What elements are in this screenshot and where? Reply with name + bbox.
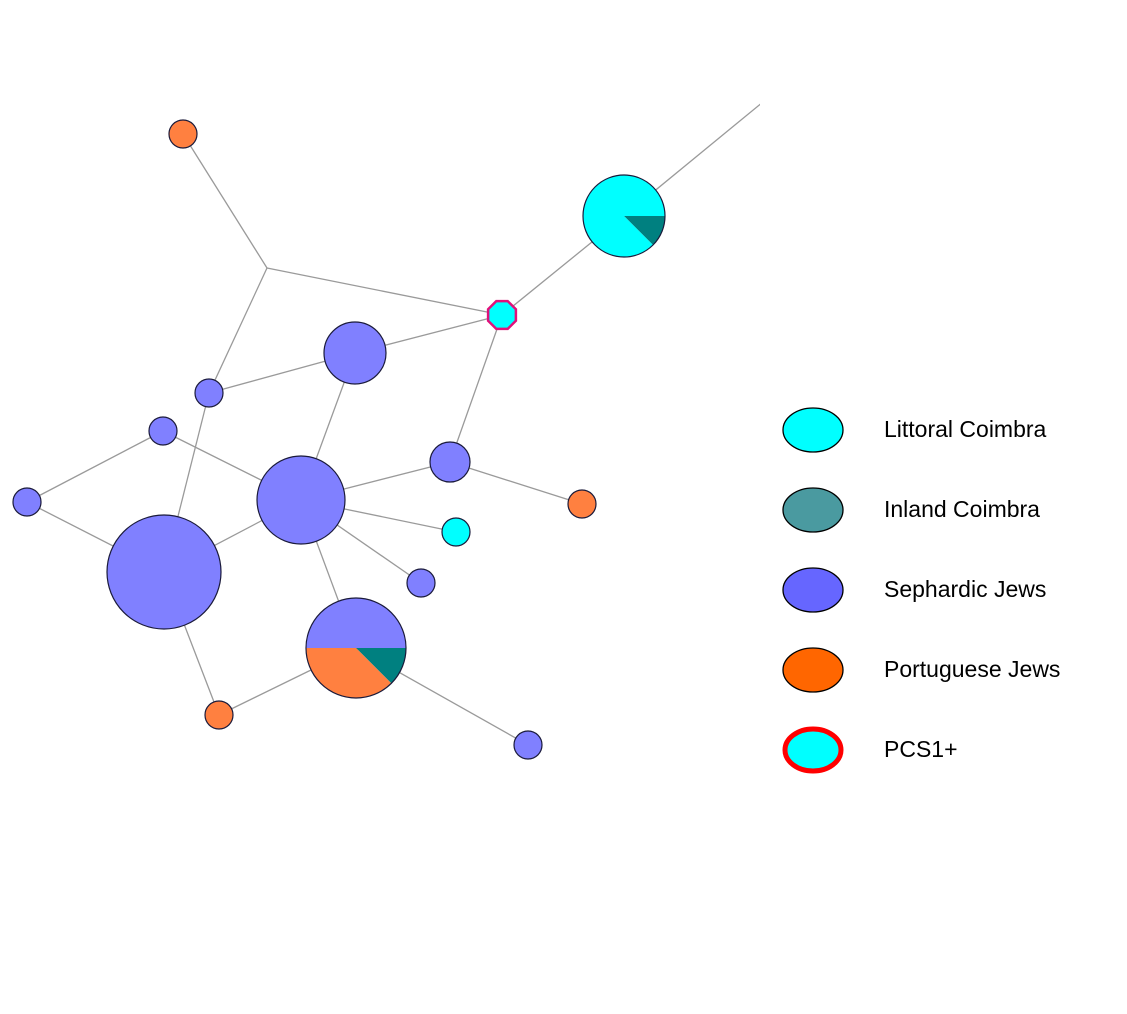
node-circle-sephardic: [513, 730, 543, 760]
legend-label: Sephardic Jews: [884, 576, 1047, 602]
node-circle-sephardic: [256, 455, 346, 545]
legend-item-pcs1: PCS1+: [778, 720, 1127, 780]
pie-slice-sephardic: [306, 598, 406, 648]
pie-slice-portuguese: [306, 648, 392, 698]
haplotype-node-mixed: [305, 597, 407, 699]
haplotype-node-orange-right: [567, 489, 597, 519]
node-circle-littoral: [441, 517, 471, 547]
haplotype-node-blue-bottom: [513, 730, 543, 760]
legend-item-sephardic-jews: Sephardic Jews: [778, 560, 1127, 620]
legend-swatch-sephardic: [782, 567, 844, 613]
haplotype-node-blue-upper: [323, 321, 387, 385]
pcs1-node-shape: [486, 299, 518, 331]
legend-item-littoral-coimbra: Littoral Coimbra: [778, 400, 1127, 460]
legend-swatch-littoral: [782, 407, 844, 453]
haplotype-node-blue-small-c: [406, 568, 436, 598]
legend-swatch-inland: [782, 487, 844, 533]
node-circle-sephardic: [429, 441, 471, 483]
haplotype-node-blue-center: [256, 455, 346, 545]
node-circle-sephardic: [323, 321, 387, 385]
node-circle-portuguese: [567, 489, 597, 519]
haplotype-node-blue-left: [12, 487, 42, 517]
legend-label: Portuguese Jews: [884, 656, 1061, 682]
legend-swatch-pcs1: [782, 726, 844, 774]
haplotype-node-blue-right: [429, 441, 471, 483]
network-edge: [623, 103, 760, 217]
legend-label: Inland Coimbra: [884, 496, 1040, 522]
haplotype-node-cyan-small: [441, 517, 471, 547]
legend-swatch-portuguese: [782, 647, 844, 693]
network-nodes: [12, 119, 666, 760]
haplotype-node-orange-top: [168, 119, 198, 149]
node-circle-portuguese: [168, 119, 198, 149]
haplotype-node-pcs-junction: [486, 299, 518, 331]
haplotype-node-blue-small-b: [148, 416, 178, 446]
legend-label: Littoral Coimbra: [884, 416, 1047, 442]
haplotype-node-orange-bottom: [204, 700, 234, 730]
pie-slice-inland: [356, 648, 406, 684]
network-diagram: [12, 103, 760, 760]
haplotype-node-blue-small-a: [194, 378, 224, 408]
network-edge: [26, 430, 164, 503]
haplotype-node-blue-largest: [106, 514, 222, 630]
network-edge: [449, 461, 583, 505]
node-circle-sephardic: [12, 487, 42, 517]
node-circle-sephardic: [106, 514, 222, 630]
node-circle-portuguese: [204, 700, 234, 730]
pie-outline: [305, 597, 407, 699]
pie-slice-inland: [624, 216, 665, 245]
legend-item-inland-coimbra: Inland Coimbra: [778, 480, 1127, 540]
node-circle-sephardic: [194, 378, 224, 408]
pie-slice-littoral: [582, 175, 665, 258]
haplotype-node-big-cyan: [582, 174, 666, 258]
network-edge: [208, 267, 268, 394]
node-circle-sephardic: [148, 416, 178, 446]
pie-outline: [582, 174, 666, 258]
network-edge: [182, 133, 268, 269]
network-edge: [266, 267, 503, 316]
node-circle-sephardic: [406, 568, 436, 598]
network-edge: [449, 314, 503, 463]
legend-item-portuguese-jews: Portuguese Jews: [778, 640, 1127, 700]
legend-label: PCS1+: [884, 736, 958, 762]
